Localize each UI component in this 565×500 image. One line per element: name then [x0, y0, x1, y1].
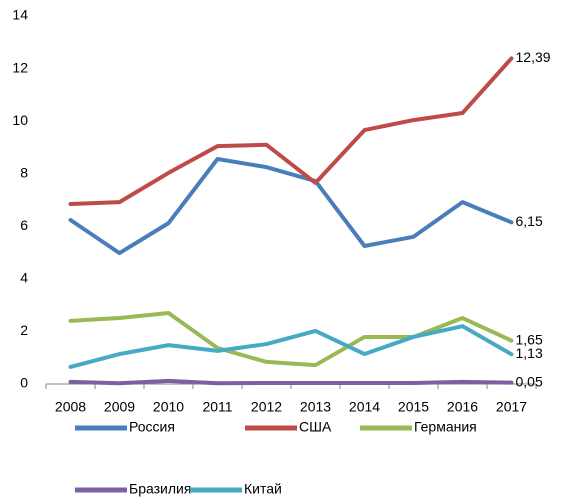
x-tick-label: 2008	[55, 399, 86, 415]
x-tick-label: 2015	[398, 399, 429, 415]
x-tick-label: 2016	[447, 399, 478, 415]
series-line	[68, 156, 514, 256]
x-tick-label: 2013	[300, 399, 331, 415]
value-label: 1,13	[516, 345, 543, 361]
value-label: 0,05	[516, 373, 543, 389]
y-tick-label: 2	[20, 322, 28, 338]
x-tick-label: 2010	[153, 399, 184, 415]
value-label: 12,39	[516, 49, 551, 65]
x-tick-label: 2011	[202, 399, 232, 415]
y-tick-label: 14	[12, 7, 28, 23]
x-tick-label: 2014	[349, 399, 380, 415]
y-tick-label: 4	[20, 270, 28, 286]
legend-label: Китай	[244, 481, 282, 497]
value-label: 1,65	[516, 331, 543, 347]
legend-label: США	[299, 419, 332, 435]
legend-label: Россия	[129, 419, 175, 435]
y-tick-label: 6	[20, 217, 28, 233]
x-tick-label: 2012	[251, 399, 282, 415]
y-tick-label: 12	[12, 59, 28, 75]
series-line	[68, 324, 514, 369]
series-line	[68, 311, 514, 368]
legend-label: Бразилия	[129, 481, 191, 497]
y-tick-label: 10	[12, 112, 28, 128]
value-label: 6,15	[516, 213, 543, 229]
x-tick-label: 2017	[496, 399, 527, 415]
x-tick-label: 2009	[104, 399, 135, 415]
series-line	[68, 56, 514, 206]
y-tick-label: 8	[20, 164, 28, 180]
series-line	[68, 378, 514, 386]
y-tick-label: 0	[20, 375, 28, 391]
legend-label: Германия	[414, 419, 477, 435]
